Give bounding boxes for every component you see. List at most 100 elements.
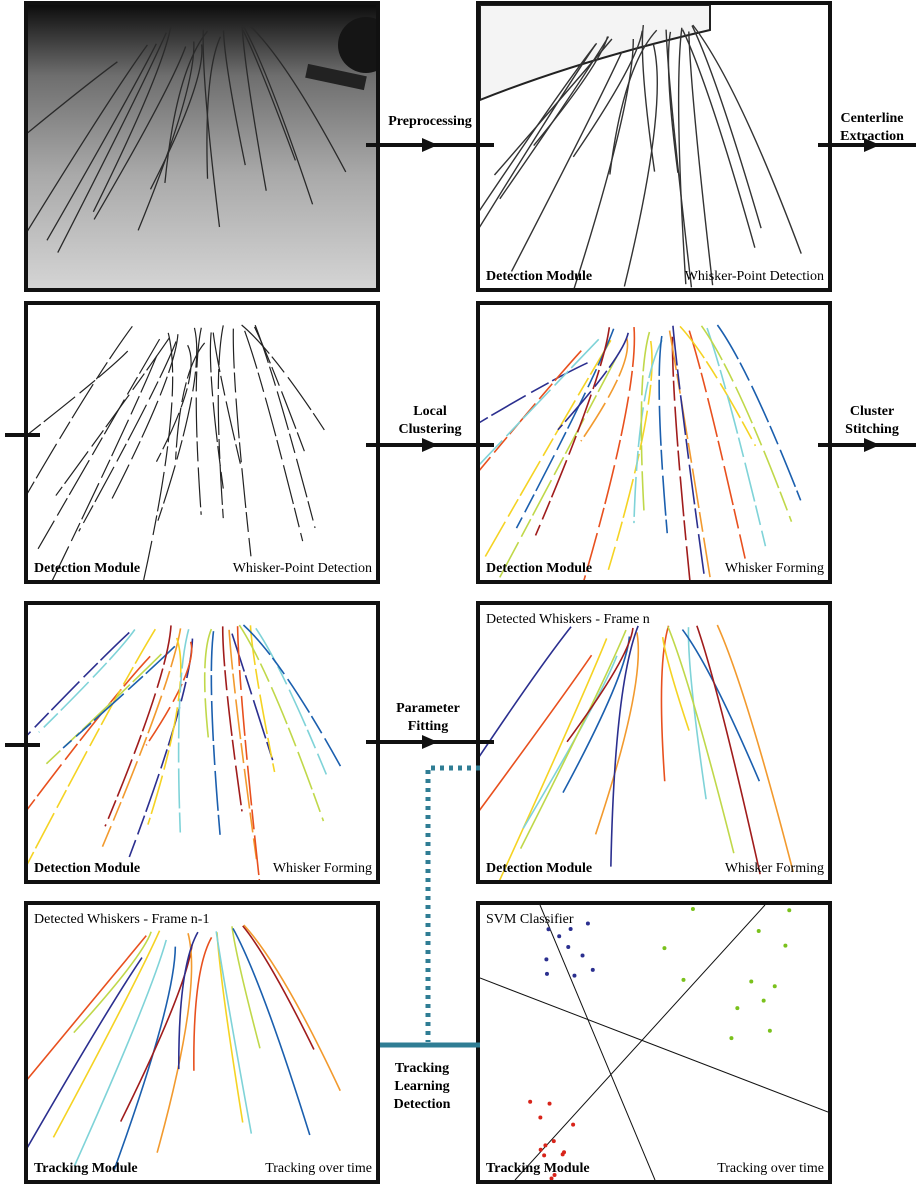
whisker <box>480 362 588 424</box>
step-label: Parameter <box>396 701 460 716</box>
step-label: Extraction <box>840 129 904 144</box>
whisker <box>498 638 608 880</box>
sample-point <box>571 1122 576 1127</box>
whisker <box>215 931 253 1134</box>
sample-point <box>546 927 551 932</box>
whisker <box>242 25 314 205</box>
step-label: Clustering <box>399 422 462 437</box>
bg <box>28 905 376 1180</box>
arrow-head <box>422 735 438 749</box>
stage-label: Whisker Forming <box>725 861 824 876</box>
sample-point <box>585 921 590 926</box>
whisker <box>202 29 221 228</box>
whisker <box>28 655 151 810</box>
whisker <box>640 331 651 511</box>
whisker <box>688 31 714 286</box>
sample-point <box>547 1101 552 1106</box>
panel-title: SVM Classifier <box>486 912 574 927</box>
whisker <box>572 30 643 158</box>
whisker <box>232 328 252 557</box>
panel-frame <box>24 301 380 584</box>
stage-label: Whisker-Point Detection <box>685 269 824 284</box>
whisker <box>93 46 187 220</box>
module-label: Detection Module <box>34 861 140 876</box>
step-label: Local <box>413 404 447 419</box>
whisker <box>210 631 222 838</box>
sample-point <box>580 953 585 958</box>
whisker <box>580 337 629 442</box>
whisker <box>667 31 679 173</box>
whisker <box>92 26 172 213</box>
sample-point <box>549 1176 554 1180</box>
panel-content <box>28 5 376 288</box>
whisker <box>206 36 222 179</box>
whisker <box>195 327 202 515</box>
whisker <box>557 332 629 431</box>
whisker <box>668 330 712 580</box>
sample-point <box>783 943 788 948</box>
arrow-head <box>864 438 880 452</box>
sample-point <box>557 934 562 939</box>
whisker <box>641 24 656 172</box>
stage-label: Tracking over time <box>717 1161 824 1176</box>
panel-content <box>480 305 828 580</box>
sample-point <box>544 957 549 962</box>
whisker <box>28 325 133 494</box>
whisker <box>175 342 206 460</box>
whisker <box>696 625 761 875</box>
whisker <box>164 30 208 183</box>
decision-boundary <box>539 905 656 1180</box>
whisker <box>681 629 761 782</box>
sample-point <box>767 1028 772 1033</box>
sample-point <box>749 979 754 984</box>
sample-point <box>543 1143 548 1148</box>
whisker <box>255 627 328 775</box>
sample-point <box>551 1139 556 1144</box>
whisker <box>510 51 623 272</box>
whisker <box>671 336 691 580</box>
whisker <box>147 637 182 825</box>
whisker <box>28 628 157 865</box>
whisker <box>209 332 224 489</box>
arrow-head <box>422 138 438 152</box>
panel-content <box>480 905 828 1180</box>
stage-label: Whisker Forming <box>273 861 372 876</box>
module-label: Detection Module <box>34 561 140 576</box>
decision-boundary <box>514 905 766 1180</box>
whisker <box>143 332 174 580</box>
whisker <box>480 42 598 212</box>
step-label: Tracking <box>395 1061 449 1076</box>
skin-edge <box>480 5 711 102</box>
panel-title: Detected Whiskers - Frame n <box>486 612 650 627</box>
whisker <box>73 931 152 1034</box>
whisker <box>573 38 634 288</box>
whisker <box>607 340 653 571</box>
sample-point <box>562 1150 567 1155</box>
sample-point <box>735 1006 740 1011</box>
whisker <box>155 344 192 462</box>
stage-label: Whisker Forming <box>725 561 824 576</box>
whisker <box>594 632 640 835</box>
whisker <box>231 926 261 1049</box>
sample-point <box>662 946 667 951</box>
whisker <box>28 631 130 736</box>
sample-point <box>538 1147 543 1152</box>
stage-label: Tracking over time <box>265 1161 372 1176</box>
whisker <box>177 931 199 1070</box>
bg <box>480 605 828 880</box>
whisker <box>221 626 243 812</box>
sample-point <box>690 906 695 911</box>
whisker <box>212 332 242 468</box>
panel-frame <box>24 901 380 1184</box>
whisker <box>232 927 311 1136</box>
whisker <box>661 637 690 731</box>
module-label: Detection Module <box>486 561 592 576</box>
whisker <box>149 44 203 190</box>
bg <box>480 905 828 1180</box>
whisker <box>236 626 261 880</box>
panel-content <box>28 305 376 580</box>
panel-frame <box>476 301 832 584</box>
panel-title: Detected Whiskers - Frame n-1 <box>34 912 209 927</box>
sample-point <box>542 1153 547 1158</box>
object <box>338 17 376 73</box>
